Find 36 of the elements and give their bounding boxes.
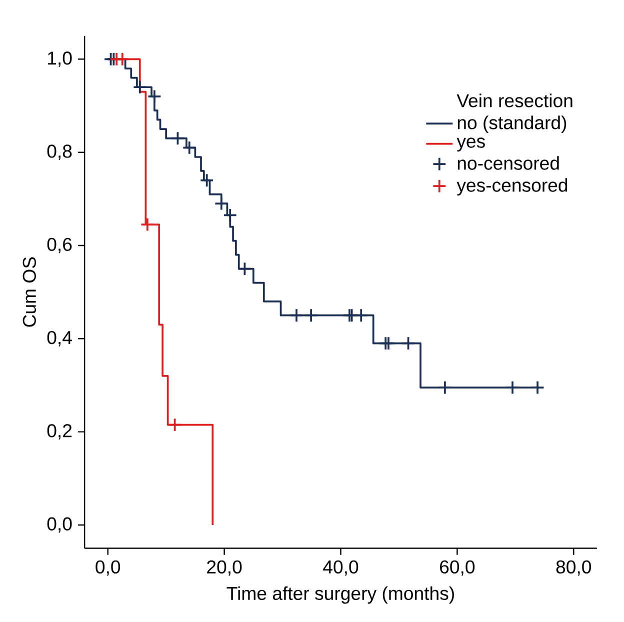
point: [200, 173, 214, 188]
legend-title: Vein resection: [456, 94, 572, 108]
point: [438, 380, 452, 395]
point: [168, 418, 182, 432]
point: [147, 89, 162, 104]
x-axis-title: Time after surgery (months): [226, 586, 454, 604]
point: [505, 380, 520, 395]
point: [170, 131, 185, 146]
y-axis-title: Cum OS: [22, 257, 36, 327]
y-tick-label: 1,0: [48, 51, 72, 67]
point: [140, 217, 155, 232]
point: [182, 140, 196, 155]
point: [304, 308, 318, 322]
point: [381, 336, 396, 350]
y-tick-label: 0,2: [47, 424, 72, 440]
legend-label: no-censored: [458, 156, 559, 170]
x-tick-label: 0,0: [96, 560, 120, 576]
x-tick-label: 60,0: [440, 560, 475, 576]
legend-label: yes: [456, 138, 485, 152]
y-tick-label: 0,8: [47, 144, 72, 160]
y-tick-label: 0,4: [47, 330, 72, 346]
point: [354, 308, 368, 322]
legend-label: yes-censored: [456, 178, 568, 196]
point: [289, 308, 304, 322]
y-tick-label: 0,0: [47, 517, 72, 533]
point: [132, 80, 148, 94]
x-tick-label: 40,0: [323, 560, 358, 576]
y-tick-label: 0,6: [47, 238, 72, 254]
point: [214, 196, 229, 211]
x-tick-label: 20,0: [207, 560, 242, 576]
point: [238, 262, 252, 276]
point: [401, 336, 416, 350]
x-tick-label: 80,0: [556, 560, 592, 576]
point: [222, 208, 238, 222]
point: [530, 380, 545, 395]
legend-label: no (standard): [458, 116, 566, 133]
